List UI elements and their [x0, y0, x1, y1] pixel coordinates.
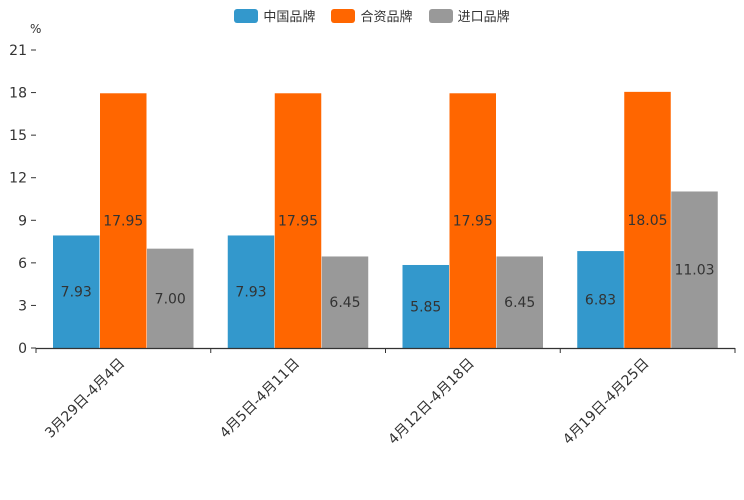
legend-swatch-import: [428, 8, 453, 23]
bar-2-1[interactable]: [321, 256, 369, 348]
data-label: 6.45: [329, 295, 360, 311]
data-label: 6.83: [585, 293, 616, 309]
bar-2-0[interactable]: [147, 248, 194, 348]
legend-label-import: 进口品牌: [457, 10, 510, 25]
y-tick-label: 15: [9, 128, 27, 144]
legend-label-china: 中国品牌: [263, 10, 316, 25]
bar-1-0[interactable]: [100, 93, 147, 349]
data-label: 18.05: [627, 213, 667, 229]
y-tick-label: 12: [9, 171, 27, 187]
legend-label-jv: 合资品牌: [360, 10, 413, 25]
x-tick-label: 4月19日-4月25日: [560, 356, 652, 448]
bar-0-0[interactable]: [53, 235, 100, 348]
data-label: 17.95: [278, 214, 318, 230]
bar-1-3[interactable]: [624, 91, 671, 348]
x-tick-label: 4月5日-4月11日: [217, 356, 303, 442]
data-label: 7.00: [155, 291, 186, 307]
y-tick-label: 0: [18, 341, 27, 357]
data-label: 17.95: [103, 214, 143, 230]
bar-1-1[interactable]: [274, 93, 322, 349]
legend-item-china[interactable]: 中国品牌: [234, 6, 315, 25]
y-tick-label: 3: [18, 298, 27, 314]
data-label: 17.95: [453, 214, 493, 230]
data-label: 11.03: [674, 263, 714, 279]
bar-0-1[interactable]: [227, 235, 275, 348]
x-tick-label: 3月29日-4月4日: [42, 356, 128, 442]
x-tick-label: 4月12日-4月18日: [385, 356, 477, 448]
bar-2-3[interactable]: [671, 191, 718, 348]
legend: 中国品牌 合资品牌 进口品牌: [0, 6, 744, 27]
legend-swatch-china: [234, 8, 259, 23]
data-label: 5.85: [410, 299, 441, 315]
legend-item-jv[interactable]: 合资品牌: [331, 6, 413, 25]
bar-0-3[interactable]: [577, 251, 624, 348]
data-label: 7.93: [61, 285, 92, 301]
y-tick-label: 18: [9, 86, 27, 102]
data-label: 6.45: [504, 295, 535, 311]
bar-2-2[interactable]: [496, 256, 544, 348]
y-tick-label: 6: [18, 256, 27, 272]
bar-0-2[interactable]: [402, 264, 450, 348]
y-tick-label: 9: [18, 213, 27, 229]
y-tick-label: 21: [9, 43, 27, 59]
bar-1-2[interactable]: [449, 93, 497, 349]
data-label: 7.93: [235, 285, 266, 301]
y-axis-unit-label: %: [30, 22, 41, 36]
legend-item-import[interactable]: 进口品牌: [428, 6, 510, 25]
legend-swatch-jv: [331, 8, 356, 23]
